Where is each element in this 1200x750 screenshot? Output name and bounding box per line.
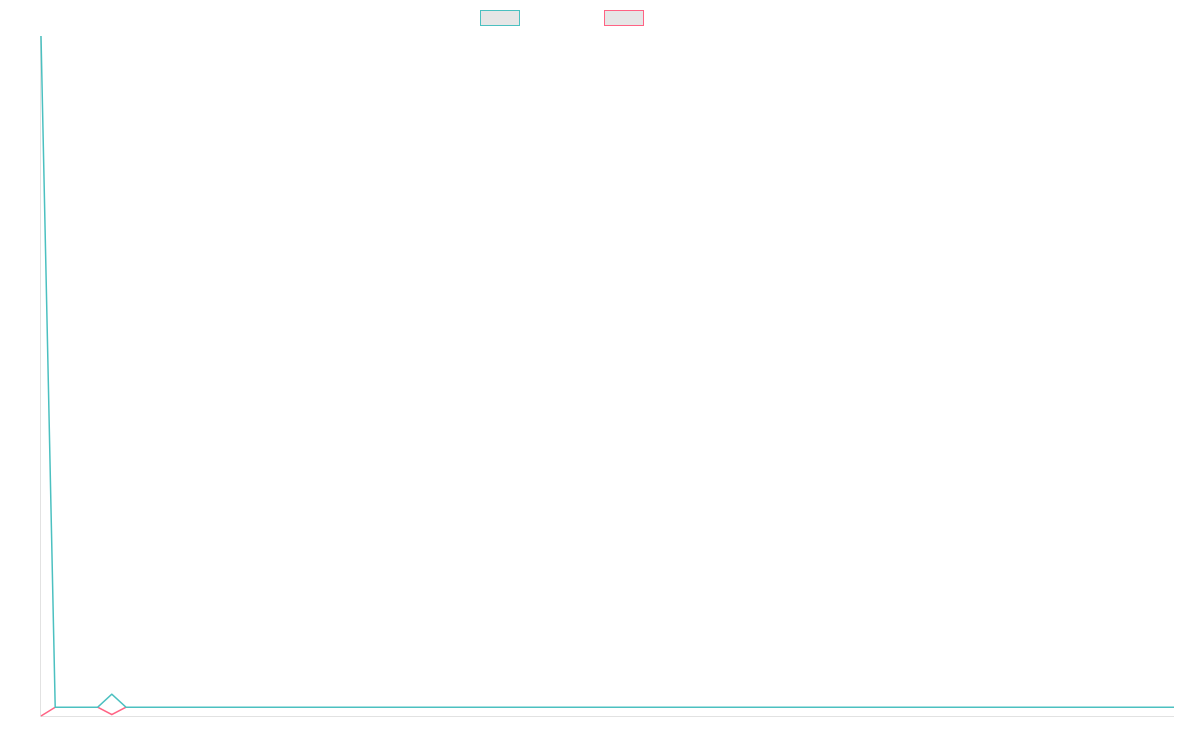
chart-legend <box>0 10 1200 27</box>
legend-swatch-series-1[interactable] <box>480 10 520 26</box>
series-line-2 <box>40 706 1174 717</box>
legend-swatch-series-2[interactable] <box>604 10 644 26</box>
series-line-1 <box>40 35 1174 708</box>
